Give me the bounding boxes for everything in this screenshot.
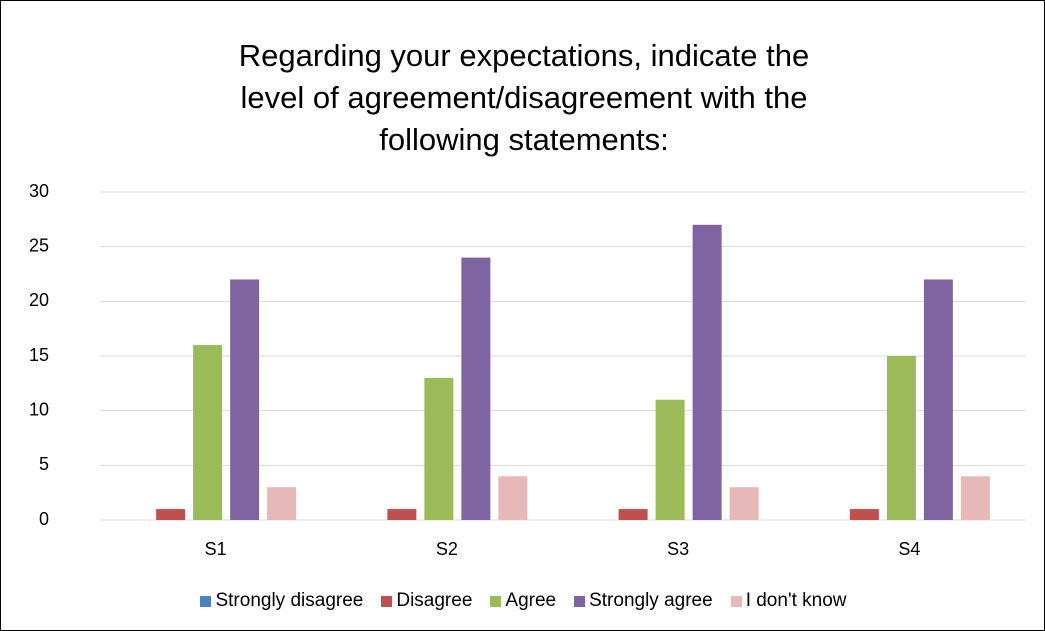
chart-title: Regarding your expectations, indicate th… — [238, 38, 810, 157]
bar — [886, 356, 916, 520]
bar — [729, 487, 759, 520]
y-tick-label: 0 — [39, 509, 49, 529]
legend-label: I don't know — [745, 590, 847, 611]
legend-item: Strongly disagree — [200, 590, 363, 612]
legend-swatch — [574, 595, 586, 607]
bar — [156, 509, 186, 520]
legend: Strongly disagree Disagree Agree Strongly a… — [1, 590, 1045, 612]
x-tick-label: S4 — [898, 539, 920, 559]
y-tick-label: 15 — [29, 345, 49, 365]
y-tick-label: 25 — [29, 235, 49, 255]
y-tick-label: 10 — [29, 399, 49, 419]
x-tick-label: S1 — [205, 539, 227, 559]
legend-item: Strongly agree — [574, 590, 713, 612]
bar — [193, 345, 223, 520]
y-tick-label: 20 — [29, 290, 49, 310]
bar — [692, 224, 722, 521]
bar — [461, 257, 491, 520]
legend-swatch — [381, 595, 393, 607]
bar — [498, 476, 528, 520]
legend-label: Strongly disagree — [215, 590, 364, 611]
bar — [618, 509, 648, 520]
x-tick-label: S2 — [436, 539, 458, 559]
legend-item: Agree — [490, 590, 556, 612]
y-tick-label: 30 — [29, 181, 49, 201]
bar — [267, 487, 297, 520]
x-tick-label: S3 — [667, 539, 689, 559]
legend-swatch — [730, 595, 742, 607]
legend-item: I don't know — [730, 590, 847, 612]
legend-label: Disagree — [396, 590, 473, 611]
y-tick-label: 5 — [39, 454, 49, 474]
legend-label: Agree — [505, 590, 557, 611]
bar — [655, 399, 685, 520]
bar — [960, 476, 990, 520]
bar — [849, 509, 879, 520]
bar — [424, 377, 454, 520]
bar — [923, 279, 953, 520]
legend-item: Disagree — [381, 590, 472, 612]
legend-swatch — [200, 595, 212, 607]
legend-swatch — [490, 595, 502, 607]
bar — [230, 279, 260, 520]
legend-label: Strongly agree — [589, 590, 713, 611]
bar — [387, 509, 417, 520]
